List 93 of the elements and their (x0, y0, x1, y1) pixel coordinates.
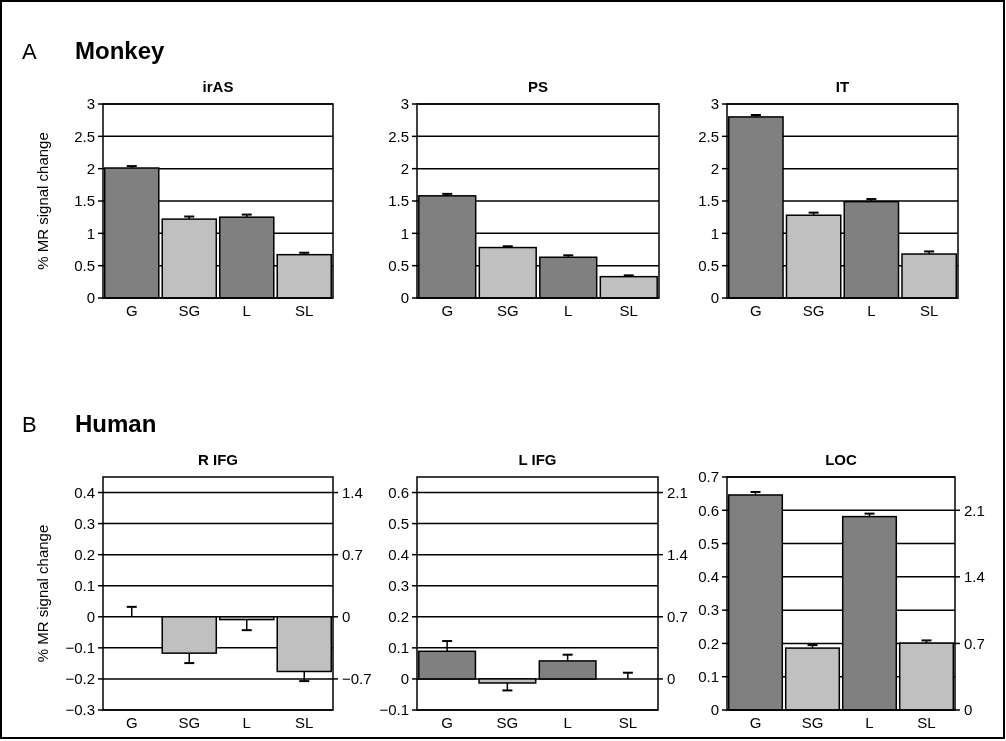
y-tick-label: 0 (86, 608, 95, 626)
y2-tick-label: 1.4 (964, 568, 985, 586)
x-tick-label: SG (802, 302, 825, 319)
y-tick-label: −0.1 (379, 701, 409, 719)
y2-tick-label: 2.1 (667, 483, 688, 501)
y-tick-label: 0.1 (388, 639, 409, 657)
y-tick-label: 0.5 (74, 256, 95, 274)
y-tick-label: 3 (86, 95, 95, 113)
y-tick-label: 1 (400, 224, 409, 242)
x-tick-label: SG (496, 714, 519, 731)
y-tick-label: 0.4 (698, 568, 719, 586)
y2-tick-label: −0.7 (342, 670, 372, 688)
y-tick-label: 1.5 (388, 192, 409, 210)
y-tick-label: 0.5 (388, 256, 409, 274)
y-tick-label: 0.6 (698, 501, 719, 519)
y2-tick-label: 0 (342, 608, 351, 626)
chart-title: irAS (202, 78, 234, 95)
chart-title: PS (527, 78, 549, 95)
chart-title: L IFG (518, 451, 557, 468)
y-axis-title: % MR signal change (34, 132, 51, 270)
x-tick-label: G (441, 302, 454, 319)
text: B (22, 412, 37, 437)
x-tick-label: L (242, 302, 251, 319)
x-tick-label: SG (178, 302, 201, 319)
x-tick-label: SG (178, 714, 201, 731)
x-tick-label: SL (295, 714, 314, 731)
y-tick-label: 0.2 (698, 634, 719, 652)
x-tick-label: L (242, 714, 251, 731)
y2-tick-label: 0 (964, 701, 973, 719)
y-tick-label: 0.5 (698, 534, 719, 552)
y2-tick-label: 0.7 (342, 545, 363, 563)
x-tick-label: SG (496, 302, 519, 319)
y-tick-label: 1.5 (698, 192, 719, 210)
x-tick-label: G (125, 302, 138, 319)
x-tick-label: L (563, 714, 572, 731)
y-tick-label: 0.2 (74, 545, 95, 563)
x-tick-label: SL (618, 714, 638, 731)
y-tick-label: 0.4 (388, 545, 409, 563)
y-tick-label: 0.3 (388, 576, 409, 594)
y-tick-label: 3 (400, 95, 409, 113)
x-tick-label: G (750, 302, 762, 319)
y-tick-label: 0 (400, 289, 409, 307)
y-tick-label: 2 (86, 159, 95, 177)
y-tick-label: 2.5 (698, 127, 719, 145)
y-tick-label: 1 (86, 224, 95, 242)
y-tick-label: 2 (710, 159, 719, 177)
x-tick-label: L (865, 714, 874, 731)
x-tick-label: SL (919, 302, 939, 319)
chart-title: LOC (825, 451, 857, 468)
y-tick-label: 0.2 (388, 608, 409, 626)
y-tick-label: 0.1 (74, 576, 95, 594)
chart-title: IT (835, 78, 850, 95)
x-tick-label: G (441, 714, 453, 731)
chart-title: R IFG (198, 451, 238, 468)
y-tick-label: −0.1 (65, 639, 95, 657)
y-tick-label: 3 (710, 95, 719, 113)
y2-tick-label: 0 (667, 670, 676, 688)
x-tick-label: SL (917, 714, 936, 731)
y-tick-label: 1.5 (74, 192, 95, 210)
text: A (22, 39, 37, 64)
y-tick-label: 0.4 (74, 483, 95, 501)
y-tick-label: 0.1 (698, 667, 719, 685)
y-tick-label: 0.5 (388, 514, 409, 532)
y-axis-title: % MR signal change (34, 524, 51, 663)
y-tick-label: 2.5 (388, 127, 409, 145)
text: Monkey (75, 37, 166, 64)
x-tick-label: SG (801, 714, 824, 731)
x-tick-label: L (867, 302, 876, 319)
y2-tick-label: 1.4 (667, 545, 688, 563)
y-tick-label: 1 (710, 224, 719, 242)
x-tick-label: SL (619, 302, 638, 319)
y-tick-label: 0.3 (74, 514, 95, 532)
y-tick-label: 0 (710, 701, 719, 719)
y2-tick-label: 1.4 (342, 483, 363, 501)
y2-tick-label: 0.7 (667, 608, 688, 626)
y-tick-label: 0 (710, 289, 719, 307)
y-tick-label: 2.5 (74, 127, 95, 145)
x-tick-label: G (125, 714, 138, 731)
x-tick-label: L (564, 302, 573, 319)
y-tick-label: 0 (400, 670, 409, 688)
y-tick-label: −0.3 (65, 701, 95, 719)
x-tick-label: G (749, 714, 762, 731)
y-tick-label: 0.6 (388, 483, 409, 501)
text: Human (75, 410, 157, 437)
y-tick-label: 2 (400, 159, 409, 177)
y-tick-label: 0.3 (698, 601, 719, 619)
y-tick-label: 0 (86, 289, 95, 307)
x-tick-label: SL (295, 302, 314, 319)
y2-tick-label: 0.7 (964, 634, 985, 652)
y-tick-label: 0.5 (698, 256, 719, 274)
y-tick-label: −0.2 (65, 670, 95, 688)
y2-tick-label: 2.1 (964, 501, 985, 519)
y-tick-label: 0.7 (698, 468, 719, 486)
